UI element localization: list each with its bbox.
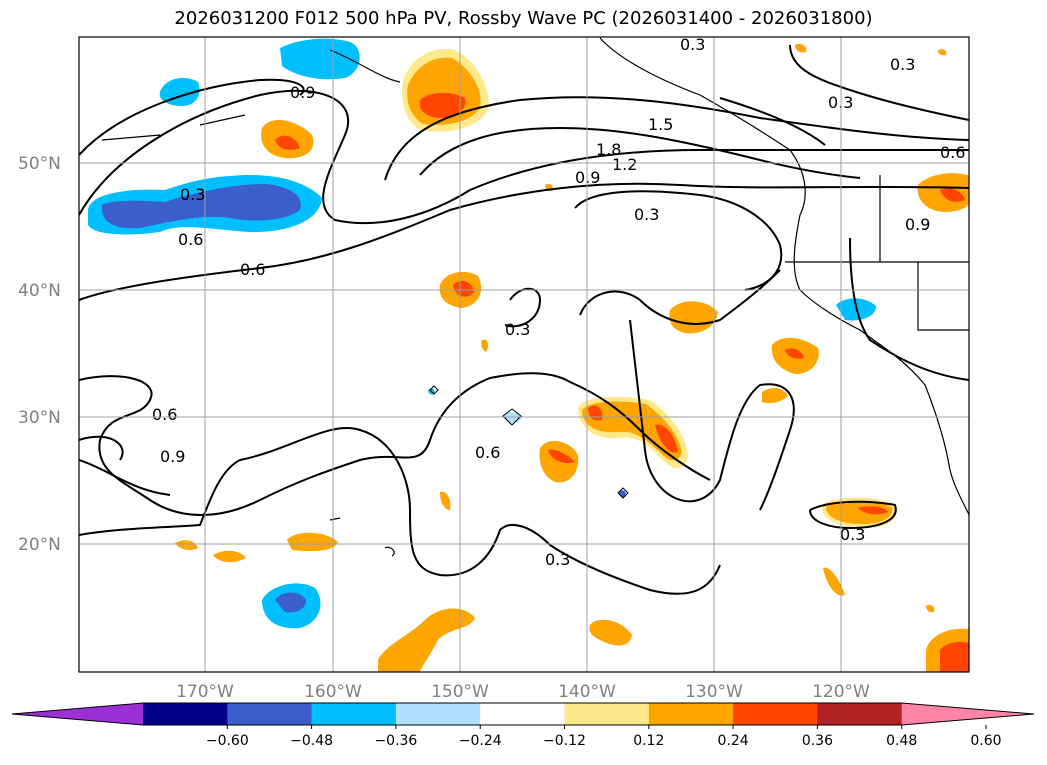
colorbar-extend-max <box>901 703 1034 725</box>
contour-label: 1.8 <box>596 140 621 159</box>
lat-label: 50°N <box>18 154 61 174</box>
contour-label: 0.9 <box>290 83 315 102</box>
colorbar-tick-label: −0.60 <box>206 733 249 749</box>
contour-label: 0.3 <box>890 55 915 74</box>
colorbar-segment <box>817 703 903 725</box>
contour-label: 0.3 <box>505 320 530 339</box>
lon-label: 160°W <box>304 682 362 702</box>
contour-label: 0.6 <box>940 143 965 162</box>
colorbar-segment <box>395 703 481 725</box>
colorbar-segment <box>227 703 313 725</box>
lat-label: 40°N <box>18 281 61 301</box>
contour-label: 1.5 <box>648 115 673 134</box>
lon-label: 120°W <box>812 682 870 702</box>
contour-label: 0.9 <box>905 215 930 234</box>
colorbar-tick-label: −0.48 <box>290 733 333 749</box>
contour-label: 0.3 <box>634 205 659 224</box>
colorbar-tick-label: −0.36 <box>374 733 417 749</box>
contour-label: 0.3 <box>840 525 865 544</box>
colorbar-extend-min <box>12 703 143 725</box>
map-border <box>78 36 970 673</box>
lat-label: 30°N <box>18 408 61 428</box>
lon-label: 170°W <box>176 682 234 702</box>
contour-label: 0.3 <box>180 185 205 204</box>
colorbar-tick-label: 0.48 <box>886 733 917 749</box>
colorbar-tick-label: −0.12 <box>543 733 586 749</box>
lon-label: 140°W <box>558 682 616 702</box>
coastlines <box>101 37 969 557</box>
colorbar-tick-label: 0.36 <box>802 733 833 749</box>
lon-label: 150°W <box>431 682 489 702</box>
contour-label: 0.9 <box>575 168 600 187</box>
contour-label: 0.6 <box>152 405 177 424</box>
graticule <box>79 37 969 672</box>
contour-label: 1.2 <box>612 155 637 174</box>
colorbar-segment <box>648 703 734 725</box>
colorbar-segment <box>733 703 818 725</box>
contour-label: 0.6 <box>475 443 500 462</box>
colorbar-segment <box>143 703 228 725</box>
colorbar <box>11 702 1035 726</box>
colorbar-tick-label: 0.12 <box>633 733 664 749</box>
colorbar-tick-label: 0.60 <box>970 733 1001 749</box>
contour-label: 0.3 <box>680 35 705 54</box>
lon-label: 130°W <box>685 682 743 702</box>
colorbar-segment <box>564 703 650 725</box>
colorbar-outline <box>11 702 1035 726</box>
pv-contour-islands <box>429 385 629 499</box>
contour-label: 0.9 <box>160 447 185 466</box>
contour-label: 0.3 <box>545 550 570 569</box>
colorbar-ticks: −0.60 −0.48 −0.36 −0.24 −0.12 0.12 0.24 0.36 0.4… <box>206 725 1002 749</box>
contour-label: 0.6 <box>178 230 203 249</box>
contour-label-group: 0.3 0.3 0.3 0.3 0.3 0.3 0.3 0.3 0.6 0.6 … <box>152 35 965 569</box>
pv-contours <box>79 44 969 595</box>
colorbar-segment <box>311 703 397 725</box>
map-title: 2026031200 F012 500 hPa PV, Rossby Wave … <box>174 8 873 29</box>
contour-label: 0.6 <box>240 260 265 279</box>
colorbar-tick-label: 0.24 <box>718 733 749 749</box>
colorbar-segment <box>480 703 565 725</box>
colorbar-tick-label: −0.24 <box>459 733 502 749</box>
lat-label: 20°N <box>18 535 61 555</box>
